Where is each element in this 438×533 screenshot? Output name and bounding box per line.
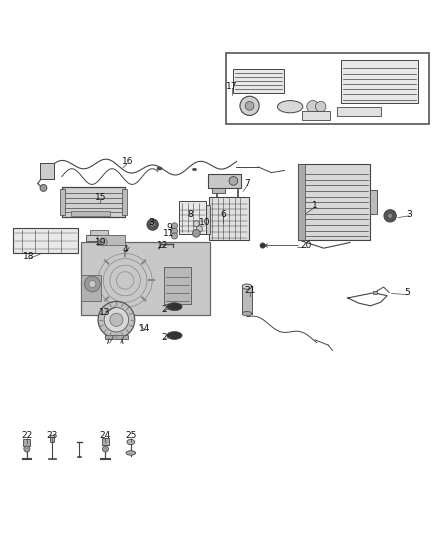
Bar (13, 228, 78, 253)
Circle shape (89, 280, 96, 287)
Text: 1: 1 (312, 201, 318, 210)
Text: 20: 20 (300, 241, 312, 250)
Circle shape (193, 221, 199, 227)
Bar (297, 164, 305, 240)
Bar (302, 111, 330, 120)
Text: 3: 3 (406, 209, 412, 219)
Bar (71, 211, 110, 216)
Bar (81, 275, 101, 302)
Bar (208, 174, 241, 188)
Circle shape (102, 446, 109, 452)
Text: 22: 22 (21, 431, 32, 440)
Circle shape (147, 219, 158, 230)
Circle shape (196, 226, 202, 232)
Bar (337, 107, 381, 116)
Text: 6: 6 (220, 211, 226, 220)
Bar (23, 439, 30, 446)
Text: 17: 17 (226, 82, 238, 91)
Circle shape (171, 228, 177, 234)
Circle shape (260, 243, 265, 248)
Circle shape (99, 238, 107, 246)
Text: 2: 2 (162, 305, 167, 314)
Bar (86, 235, 123, 241)
Circle shape (171, 233, 177, 239)
Bar (97, 235, 125, 245)
Text: 2: 2 (162, 333, 167, 342)
Text: 15: 15 (95, 193, 107, 202)
Text: 24: 24 (100, 431, 111, 440)
Ellipse shape (126, 451, 136, 455)
Circle shape (315, 101, 326, 112)
Text: 18: 18 (23, 253, 35, 261)
Bar (102, 438, 109, 445)
Text: 4: 4 (122, 245, 128, 254)
Bar (373, 291, 378, 294)
Bar (40, 163, 54, 179)
Circle shape (307, 101, 319, 113)
Bar (209, 197, 249, 240)
Ellipse shape (127, 439, 135, 445)
Ellipse shape (167, 332, 182, 340)
Text: 8: 8 (188, 209, 194, 219)
Bar (212, 188, 225, 193)
Text: 21: 21 (244, 286, 255, 295)
Circle shape (229, 176, 238, 185)
Bar (242, 287, 252, 313)
Ellipse shape (278, 101, 303, 113)
Bar (81, 242, 210, 316)
Bar (233, 69, 284, 93)
Text: 23: 23 (46, 431, 58, 440)
Circle shape (388, 213, 393, 219)
Bar (226, 53, 429, 124)
Ellipse shape (242, 284, 252, 289)
Circle shape (384, 210, 396, 222)
Text: 11: 11 (163, 229, 174, 238)
Circle shape (85, 276, 100, 292)
Bar (90, 230, 108, 235)
Text: 13: 13 (99, 308, 110, 317)
Circle shape (40, 184, 47, 191)
Text: 10: 10 (199, 219, 211, 228)
Text: 25: 25 (125, 431, 137, 440)
Text: 16: 16 (122, 157, 133, 166)
Text: 5: 5 (404, 288, 410, 297)
Circle shape (104, 308, 129, 332)
Text: 14: 14 (139, 324, 151, 333)
Bar (60, 189, 65, 215)
Text: 9: 9 (166, 223, 172, 232)
Bar (179, 201, 206, 234)
Bar (297, 164, 370, 240)
Bar (370, 190, 378, 214)
Text: 7: 7 (244, 179, 250, 188)
Circle shape (240, 96, 259, 116)
Circle shape (171, 223, 177, 229)
Bar (50, 434, 54, 442)
Ellipse shape (242, 311, 252, 316)
Circle shape (245, 101, 254, 110)
Circle shape (98, 302, 135, 338)
Circle shape (24, 446, 30, 452)
Ellipse shape (167, 303, 182, 311)
Bar (164, 266, 191, 304)
Bar (341, 60, 418, 103)
Bar (201, 205, 210, 234)
Bar (122, 189, 127, 215)
Text: 12: 12 (156, 241, 168, 250)
Text: 19: 19 (95, 238, 106, 247)
Text: 3: 3 (148, 219, 154, 228)
Circle shape (192, 229, 200, 237)
Bar (62, 187, 125, 217)
Bar (105, 335, 128, 339)
Circle shape (110, 313, 123, 326)
Circle shape (150, 222, 155, 227)
